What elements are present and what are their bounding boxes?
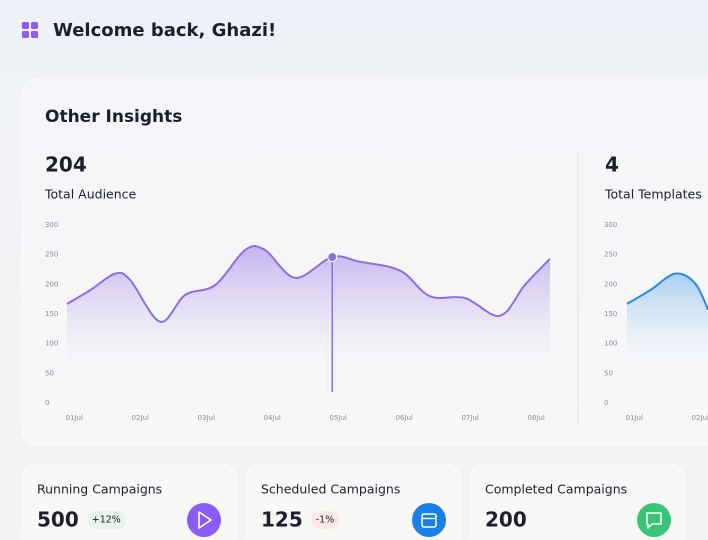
y-tick-label: 250 (45, 251, 58, 259)
y-tick-label: 100 (45, 340, 58, 348)
welcome-title: Welcome back, Ghazi! (53, 20, 276, 41)
x-tick-label: 03Jul (198, 414, 215, 422)
x-tick-label: 02Jul (692, 414, 708, 422)
y-tick-label: 300 (604, 221, 617, 229)
insights-title: Other Insights (45, 107, 182, 127)
kpi-label: Total Audience (44, 187, 137, 202)
stat-label: Running Campaigns (37, 482, 162, 497)
x-tick-label: 07Jul (461, 414, 478, 422)
y-tick-label: 0 (604, 399, 608, 407)
stat-card (245, 464, 461, 540)
y-tick-label: 300 (45, 221, 58, 229)
calendar-icon[interactable] (412, 503, 446, 537)
x-tick-label: 01Jul (626, 414, 643, 422)
x-tick-label: 05Jul (330, 414, 347, 422)
stat-label: Scheduled Campaigns (261, 482, 400, 497)
x-tick-label: 04Jul (264, 414, 281, 422)
y-tick-label: 100 (604, 340, 617, 348)
kpi-label: Total Templates (604, 187, 702, 202)
y-tick-label: 250 (604, 251, 617, 259)
y-tick-label: 150 (45, 310, 58, 318)
area (627, 273, 708, 363)
kpi-value: 204 (45, 153, 87, 177)
y-tick-label: 50 (45, 369, 54, 377)
y-tick-label: 50 (604, 369, 613, 377)
hover-point (327, 252, 338, 263)
app-logo (22, 22, 38, 38)
change-badge-text: +12% (92, 515, 121, 526)
stat-card (469, 464, 685, 540)
y-tick-label: 200 (45, 280, 58, 288)
stat-value: 125 (261, 508, 303, 532)
change-badge-text: -1% (316, 515, 335, 526)
x-tick-label: 08Jul (527, 414, 544, 422)
play-icon[interactable] (187, 503, 221, 537)
line (66, 244, 551, 323)
stat-card (21, 464, 237, 540)
change-badge (310, 511, 340, 529)
area (67, 245, 550, 363)
stat-value: 500 (37, 508, 79, 532)
stat-value: 200 (485, 508, 527, 532)
stat-icons (187, 503, 671, 537)
change-badge (86, 511, 126, 529)
insights-card (21, 77, 708, 446)
y-tick-label: 150 (604, 310, 617, 318)
y-tick-label: 0 (45, 399, 49, 407)
line (626, 272, 708, 311)
y-tick-label: 200 (604, 280, 617, 288)
x-tick-label: 02Jul (132, 414, 149, 422)
x-tick-label: 01Jul (66, 414, 83, 422)
kpi-value: 4 (605, 153, 619, 177)
x-tick-label: 06Jul (395, 414, 412, 422)
stats: Running Campaigns 500 +12% Scheduled Campai… (21, 464, 685, 540)
stat-label: Completed Campaigns (485, 482, 627, 497)
chat-icon[interactable] (637, 503, 671, 537)
